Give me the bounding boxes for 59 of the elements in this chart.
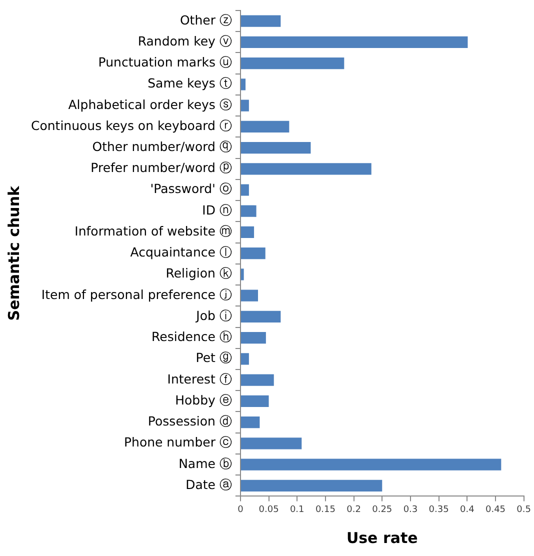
x-tick-label: 0.5 [516,504,532,515]
x-tick-label: 0.15 [315,504,336,515]
y-tick-label: Interest ⓕ [167,371,232,386]
y-tick-label: Information of website ⓜ [74,223,232,238]
y-tick-label: Other ⓩ [180,12,232,28]
y-tick-label: Same keys ⓣ [148,76,232,91]
y-tick-label: Phone number ⓒ [124,434,232,450]
bar [240,290,258,302]
x-tick-label: 0.45 [485,504,506,515]
y-tick-label: Date ⓐ [186,476,232,492]
bar [240,57,344,70]
x-tick-label: 0.35 [428,504,449,515]
x-tick-label: 0 [238,504,244,515]
y-tick-label: Name ⓑ [178,456,232,471]
y-tick-label: Random key ⓥ [138,33,232,48]
y-tick-label: Acquaintance ⓛ [130,244,232,260]
x-tick-label: 0.2 [346,504,361,515]
x-tick-label: 0.3 [403,504,418,515]
bar [240,205,256,217]
y-tick-label: Punctuation marks ⓤ [98,54,232,70]
bar [240,142,311,154]
bar [240,416,260,428]
y-tick-label: Possession ⓓ [148,414,232,429]
x-tick-label: 0.05 [258,504,279,515]
bar [240,248,266,260]
bar [240,268,244,280]
x-tick-label: 0.4 [460,504,475,515]
y-tick-label: 'Password' ⓞ [150,181,232,196]
y-tick-label: Religion ⓚ [166,266,232,281]
x-axis-title: Use rate [346,528,418,547]
bar [240,374,274,386]
y-axis-title: Semantic chunk [4,184,23,321]
y-tick-label: Alphabetical order keys ⓢ [68,96,232,112]
bar [240,332,266,344]
y-tick-label: Prefer number/word ⓟ [90,160,232,176]
y-tick-label: Pet ⓖ [196,350,232,366]
y-tick-label: Job ⓘ [195,308,232,323]
bar [240,36,468,48]
bar [240,310,281,323]
bar [240,100,249,112]
bar [240,120,290,132]
x-tick-label: 0.25 [372,504,392,515]
bar [240,78,246,90]
y-tick-label: Residence ⓗ [152,329,232,344]
bar [240,15,281,27]
x-tick-label: 0.1 [290,504,304,515]
bar [240,395,269,407]
bar [240,353,249,365]
y-tick-label: Other number/word ⓠ [92,139,232,154]
bar [240,226,254,238]
y-tick-label: Continuous keys on keyboard ⓡ [30,118,232,133]
bar [240,480,382,492]
y-tick-label: ID ⓝ [202,202,232,218]
bar [240,163,372,175]
bar [240,184,249,196]
bar [240,438,302,450]
y-tick-label: Hobby ⓔ [175,392,232,408]
bar [240,458,502,470]
y-tick-label: Item of personal preference ⓙ [41,286,232,302]
